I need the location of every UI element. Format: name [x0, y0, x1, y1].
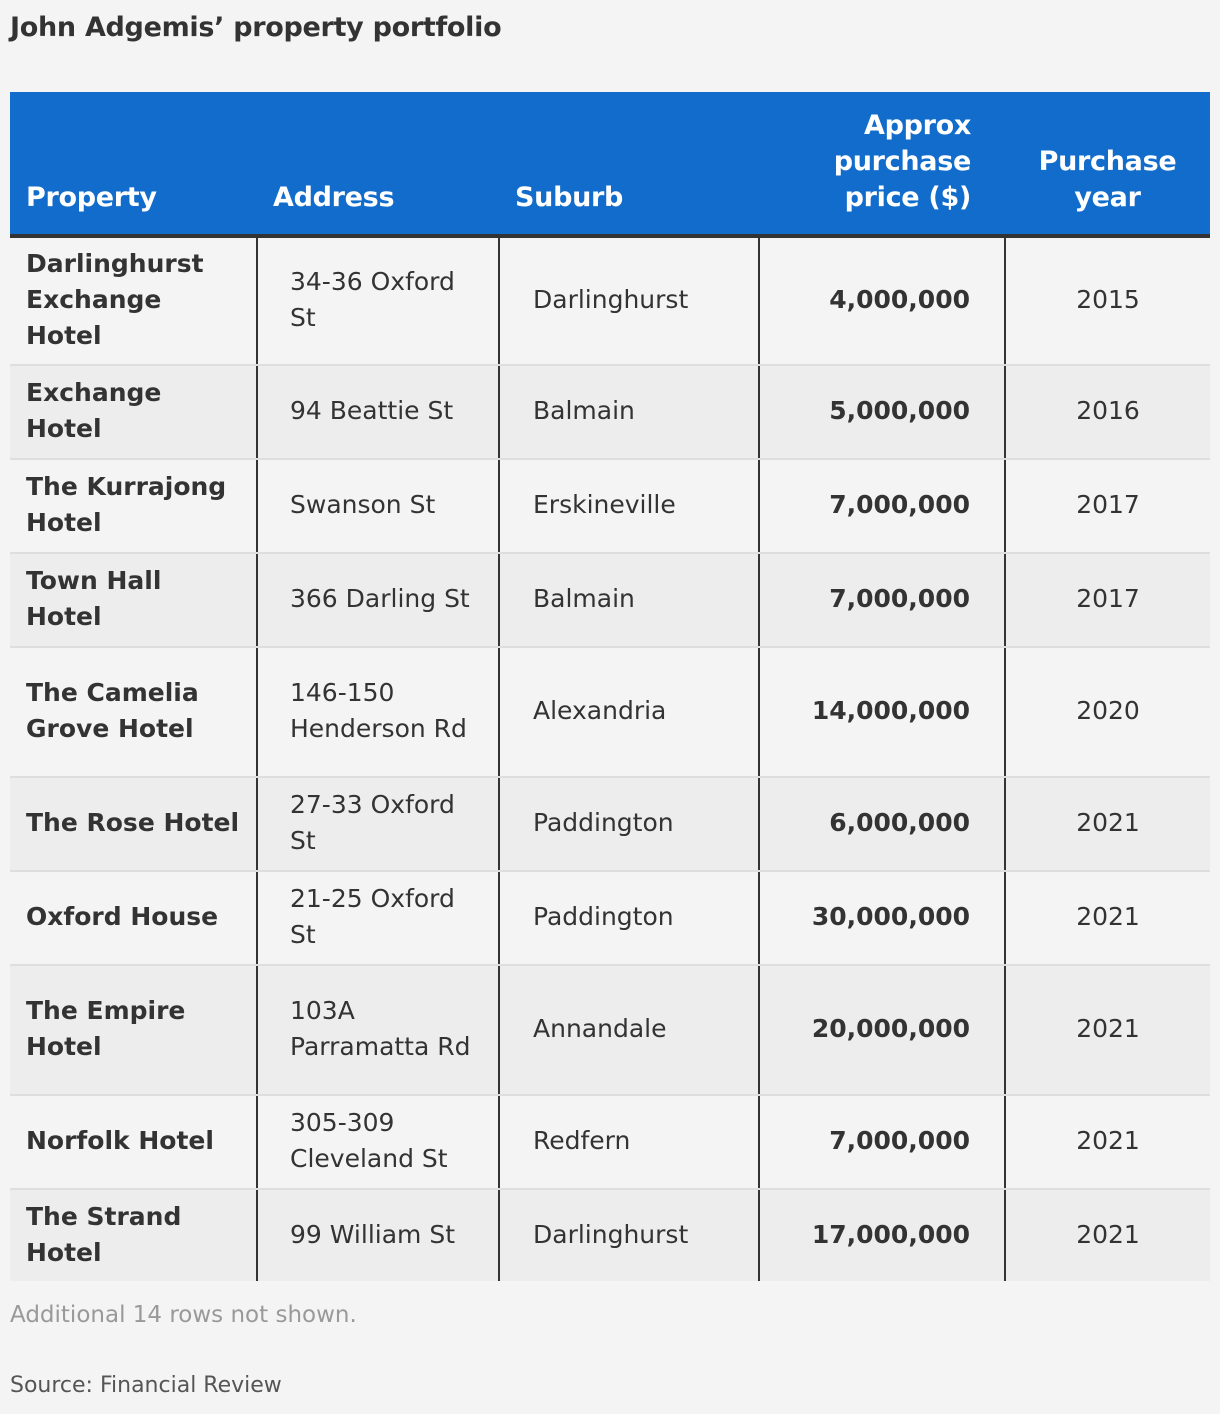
- table-row: Exchange Hotel 94 Beattie St Balmain 5,0…: [10, 365, 1210, 460]
- cell-suburb: Balmain: [499, 553, 760, 648]
- cell-property: Oxford House: [10, 871, 258, 966]
- cell-year: 2017: [1005, 459, 1210, 554]
- cell-address: 27-33 Oxford St: [257, 777, 500, 872]
- cell-address: 103A Parramatta Rd: [257, 965, 500, 1096]
- cell-address: 366 Darling St: [257, 553, 500, 648]
- cell-suburb: Darlinghurst: [499, 236, 760, 366]
- cell-suburb: Balmain: [499, 365, 760, 460]
- cell-year: 2021: [1005, 1095, 1210, 1190]
- chart-title: John Adgemis’ property portfolio: [10, 12, 502, 43]
- property-table: Property Address Suburb Approx purchase …: [10, 92, 1210, 1281]
- cell-year: 2020: [1005, 647, 1210, 778]
- cell-price: 30,000,000: [759, 871, 1006, 966]
- cell-price: 7,000,000: [759, 1095, 1006, 1190]
- cell-address: 21-25 Oxford St: [257, 871, 500, 966]
- header-year[interactable]: Purchase year: [1005, 92, 1210, 238]
- cell-year: 2021: [1005, 777, 1210, 872]
- table-row: The Empire Hotel 103A Parramatta Rd Anna…: [10, 965, 1210, 1096]
- table-row: The Camelia Grove Hotel 146-150 Henderso…: [10, 647, 1210, 778]
- cell-suburb: Alexandria: [499, 647, 760, 778]
- cell-suburb: Annandale: [499, 965, 760, 1096]
- cell-property: Darlinghurst Exchange Hotel: [10, 236, 258, 366]
- cell-year: 2021: [1005, 871, 1210, 966]
- header-address[interactable]: Address: [257, 92, 499, 238]
- cell-address: Swanson St: [257, 459, 500, 554]
- cell-year: 2017: [1005, 553, 1210, 648]
- cell-address: 99 William St: [257, 1189, 500, 1281]
- cell-price: 7,000,000: [759, 553, 1006, 648]
- header-suburb[interactable]: Suburb: [499, 92, 759, 238]
- cell-property: The Camelia Grove Hotel: [10, 647, 258, 778]
- cell-address: 146-150 Henderson Rd: [257, 647, 500, 778]
- cell-address: 34-36 Oxford St: [257, 236, 500, 366]
- table-row: The Rose Hotel 27-33 Oxford St Paddingto…: [10, 777, 1210, 872]
- source-credit: Source: Financial Review: [10, 1373, 282, 1398]
- cell-suburb: Darlinghurst: [499, 1189, 760, 1281]
- table-row: Norfolk Hotel 305-309 Cleveland St Redfe…: [10, 1095, 1210, 1190]
- cell-price: 14,000,000: [759, 647, 1006, 778]
- cell-price: 7,000,000: [759, 459, 1006, 554]
- header-property[interactable]: Property: [10, 92, 257, 238]
- cell-year: 2021: [1005, 965, 1210, 1096]
- cell-price: 5,000,000: [759, 365, 1006, 460]
- cell-suburb: Paddington: [499, 871, 760, 966]
- table-row: Oxford House 21-25 Oxford St Paddington …: [10, 871, 1210, 966]
- cell-year: 2016: [1005, 365, 1210, 460]
- rows-hidden-note: Additional 14 rows not shown.: [10, 1302, 357, 1328]
- cell-suburb: Redfern: [499, 1095, 760, 1190]
- cell-price: 17,000,000: [759, 1189, 1006, 1281]
- table-row: The Strand Hotel 99 William St Darlinghu…: [10, 1189, 1210, 1281]
- table-row: Darlinghurst Exchange Hotel 34-36 Oxford…: [10, 236, 1210, 366]
- cell-suburb: Paddington: [499, 777, 760, 872]
- cell-address: 305-309 Cleveland St: [257, 1095, 500, 1190]
- table-row: The Kurrajong Hotel Swanson St Erskinevi…: [10, 459, 1210, 554]
- cell-suburb: Erskineville: [499, 459, 760, 554]
- cell-year: 2021: [1005, 1189, 1210, 1281]
- cell-property: The Kurrajong Hotel: [10, 459, 258, 554]
- cell-price: 4,000,000: [759, 236, 1006, 366]
- cell-property: The Empire Hotel: [10, 965, 258, 1096]
- cell-property: Town Hall Hotel: [10, 553, 258, 648]
- cell-price: 20,000,000: [759, 965, 1006, 1096]
- table-row: Town Hall Hotel 366 Darling St Balmain 7…: [10, 553, 1210, 648]
- cell-property: The Strand Hotel: [10, 1189, 258, 1281]
- table-header-row: Property Address Suburb Approx purchase …: [10, 92, 1210, 238]
- cell-property: The Rose Hotel: [10, 777, 258, 872]
- cell-price: 6,000,000: [759, 777, 1006, 872]
- cell-property: Exchange Hotel: [10, 365, 258, 460]
- header-price[interactable]: Approx purchase price ($): [759, 92, 1005, 238]
- cell-property: Norfolk Hotel: [10, 1095, 258, 1190]
- cell-address: 94 Beattie St: [257, 365, 500, 460]
- cell-year: 2015: [1005, 236, 1210, 366]
